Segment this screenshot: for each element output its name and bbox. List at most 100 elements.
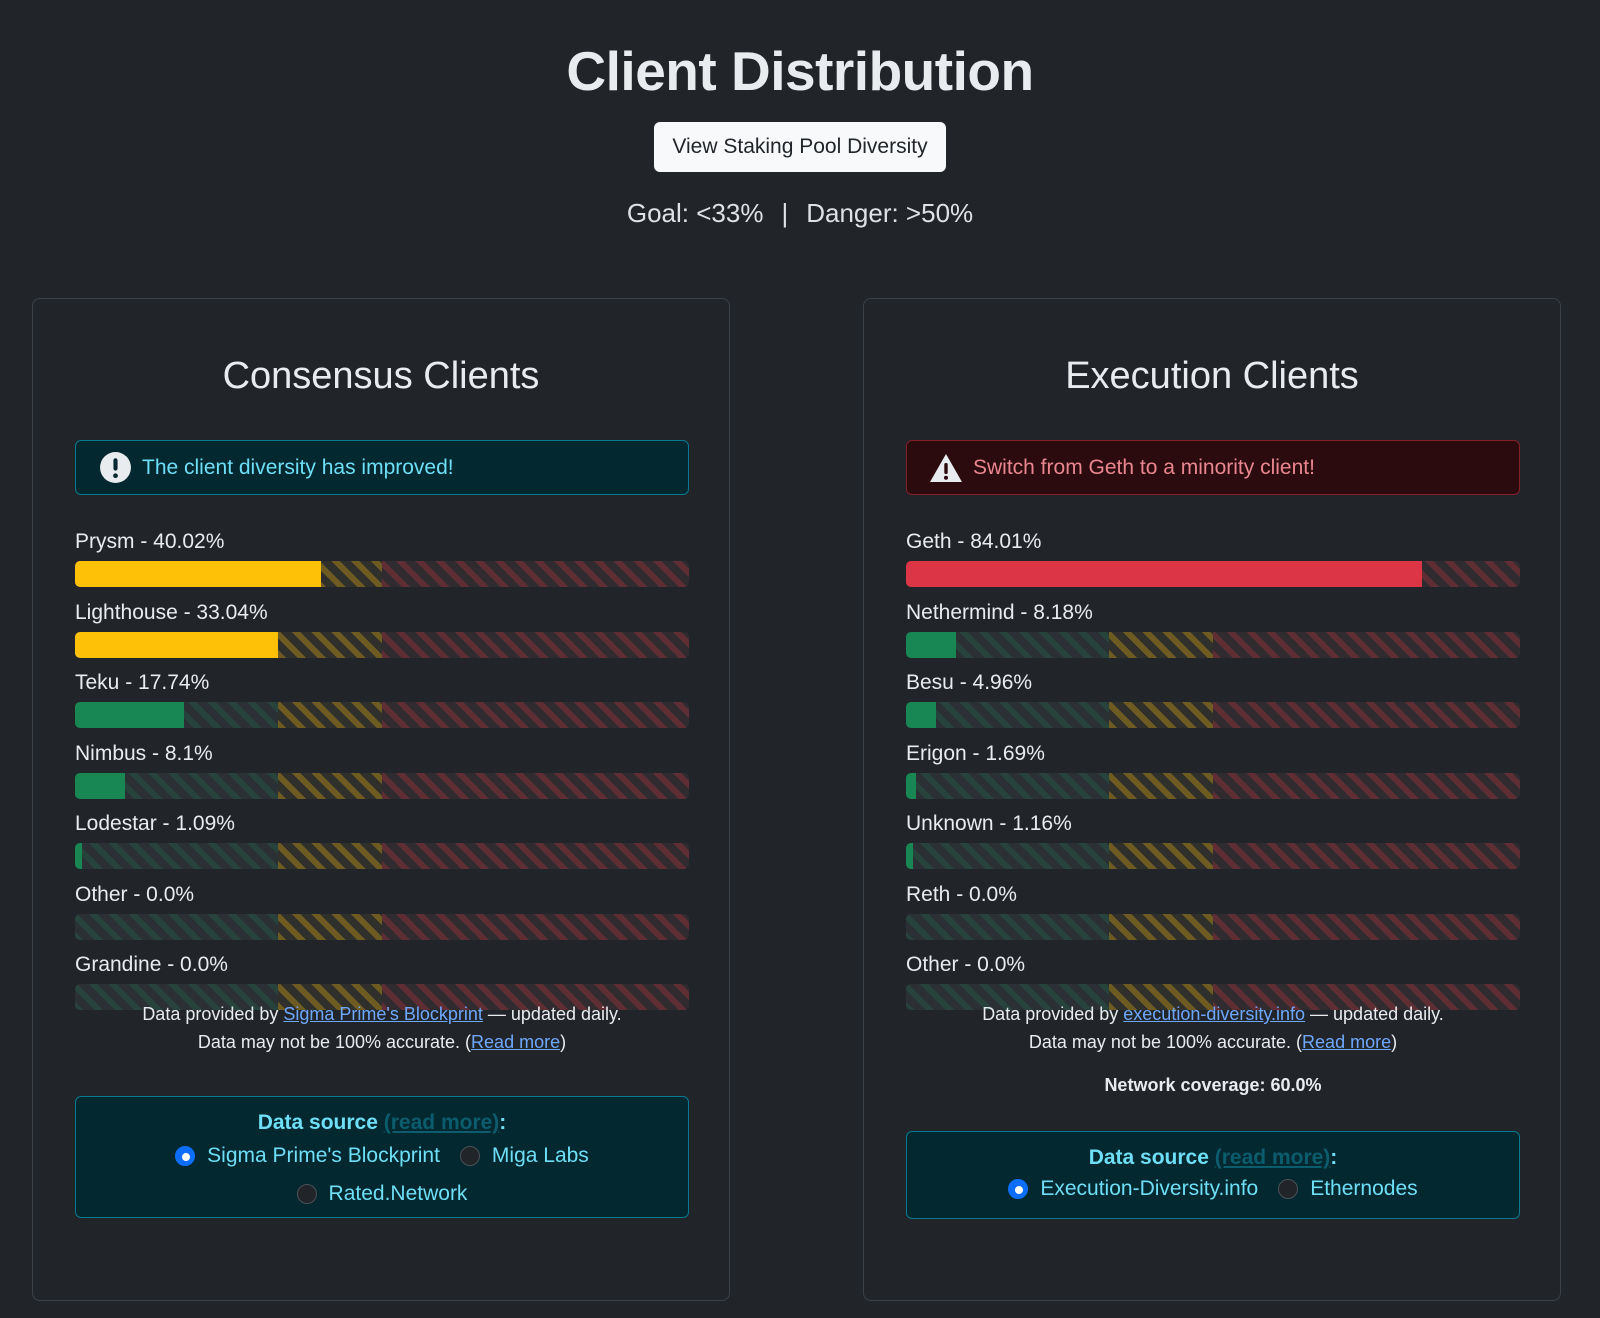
execution-bar-list: Geth - 84.01% Nethermind - 8.18% Besu - 4.… xyxy=(906,529,1520,1023)
threshold-zone xyxy=(382,772,689,799)
threshold-zone xyxy=(382,913,689,940)
threshold-zone xyxy=(1108,913,1213,940)
client-share-bar xyxy=(906,843,1520,869)
consensus-bar-list: Prysm - 40.02% Lighthouse - 33.04% Teku - … xyxy=(75,529,689,1023)
client-share-fill xyxy=(75,561,321,587)
client-label: Other - 0.0% xyxy=(906,953,1026,976)
data-source-option-ethernodes[interactable]: Ethernodes xyxy=(1278,1172,1418,1206)
threshold-zone xyxy=(277,631,382,658)
client-row: Other - 0.0% xyxy=(75,882,689,953)
client-share-bar xyxy=(75,631,689,658)
client-row: Teku - 17.74% xyxy=(75,670,689,741)
client-share-bar xyxy=(75,561,689,587)
threshold-zone xyxy=(1213,843,1520,869)
client-share-bar xyxy=(906,561,1520,587)
execution-diversity-link[interactable]: execution-diversity.info xyxy=(1123,1004,1306,1024)
client-share-bar xyxy=(75,772,689,799)
radio-button[interactable] xyxy=(175,1146,196,1166)
client-label: Geth - 84.01% xyxy=(906,530,1042,553)
threshold-zone xyxy=(906,843,1109,869)
client-share-bar xyxy=(906,702,1520,728)
threshold-zone xyxy=(906,702,1109,728)
radio-button[interactable] xyxy=(459,1146,480,1166)
client-share-bar xyxy=(75,702,689,728)
client-share-bar xyxy=(906,913,1520,940)
data-source-option-execution-diversity-info[interactable]: Execution-Diversity.info xyxy=(1008,1172,1258,1206)
threshold-zone xyxy=(906,913,1109,940)
separator: | xyxy=(781,198,789,228)
radio-button[interactable] xyxy=(1008,1179,1029,1199)
client-share-fill xyxy=(906,843,914,869)
sigma-prime-blockprint-link[interactable]: Sigma Prime's Blockprint xyxy=(283,1004,483,1024)
data-source-option-sigma-prime-s-blockprint[interactable]: Sigma Prime's Blockprint xyxy=(175,1139,440,1173)
client-share-bar xyxy=(75,843,689,869)
client-row: Lighthouse - 33.04% xyxy=(75,600,689,671)
client-row: Besu - 4.96% xyxy=(906,670,1520,741)
data-source-option-label: Rated.Network xyxy=(328,1182,468,1205)
client-share-bar xyxy=(906,772,1520,799)
threshold-zone xyxy=(382,702,689,728)
client-share-fill xyxy=(906,702,937,728)
threshold-legend: Goal: <33% | Danger: >50% xyxy=(0,198,1600,229)
data-source-title: Data source (read more): xyxy=(907,1144,1519,1172)
data-source-title: Data source (read more): xyxy=(76,1109,688,1137)
data-source-read-more-link[interactable]: (read more) xyxy=(383,1111,500,1134)
threshold-zone xyxy=(1213,702,1520,728)
radio-button[interactable] xyxy=(296,1184,317,1204)
danger-text: Danger: >50% xyxy=(806,198,974,228)
client-label: Prysm - 40.02% xyxy=(75,530,225,553)
client-share-fill xyxy=(75,631,278,658)
threshold-zone xyxy=(1213,984,1520,1010)
client-row: Other - 0.0% xyxy=(906,952,1520,1023)
note-prefix: Data provided by xyxy=(982,1004,1124,1024)
goal-text: Goal: <33% xyxy=(626,198,764,228)
data-source-option-rated-network[interactable]: Rated.Network xyxy=(296,1177,468,1211)
view-staking-pool-diversity-button[interactable]: View Staking Pool Diversity xyxy=(654,122,946,172)
consensus-card-title: Consensus Clients xyxy=(222,355,540,397)
accuracy-close: ) xyxy=(1391,1032,1398,1052)
accuracy-note: Data may not be 100% accurate. ( xyxy=(197,1032,472,1052)
client-row: Geth - 84.01% xyxy=(906,529,1520,600)
client-row: Erigon - 1.69% xyxy=(906,741,1520,812)
client-row: Unknown - 1.16% xyxy=(906,811,1520,882)
data-source-read-more-link[interactable]: (read more) xyxy=(1214,1146,1331,1169)
consensus-data-note: Data provided by Sigma Prime's Blockprin… xyxy=(75,1000,689,1056)
threshold-zone xyxy=(382,631,689,658)
data-source-label: Data source xyxy=(1088,1146,1209,1169)
client-label: Nimbus - 8.1% xyxy=(75,741,213,765)
client-share-fill xyxy=(906,772,917,799)
client-share-bar xyxy=(906,631,1520,658)
consensus-alert: The client diversity has improved! xyxy=(75,440,689,495)
accuracy-close: ) xyxy=(560,1032,567,1052)
data-source-options: Sigma Prime's Blockprint Miga Labs Rated.N… xyxy=(76,1139,688,1215)
data-source-option-label: Execution-Diversity.info xyxy=(1040,1177,1259,1200)
data-source-option-miga-labs[interactable]: Miga Labs xyxy=(459,1139,589,1173)
execution-read-more-link[interactable]: Read more xyxy=(1302,1032,1392,1052)
data-source-label: Data source xyxy=(257,1111,378,1134)
execution-alert-text: Switch from Geth to a minority client! xyxy=(973,455,1315,479)
threshold-zone xyxy=(1108,631,1213,658)
threshold-zone xyxy=(277,843,382,869)
warning-triangle-icon xyxy=(929,451,963,485)
data-source-option-label: Ethernodes xyxy=(1310,1177,1418,1200)
threshold-zone xyxy=(1108,984,1213,1010)
execution-alert: Switch from Geth to a minority client! xyxy=(906,440,1520,495)
network-coverage: Network coverage: 60.0% xyxy=(1104,1075,1322,1095)
note-suffix: — updated daily. xyxy=(482,1004,622,1024)
radio-button[interactable] xyxy=(1278,1179,1299,1199)
client-row: Lodestar - 1.09% xyxy=(75,811,689,882)
execution-card-title: Execution Clients xyxy=(1065,355,1359,397)
consensus-read-more-link[interactable]: Read more xyxy=(471,1032,561,1052)
threshold-zone xyxy=(906,772,1109,799)
client-share-fill xyxy=(75,772,125,799)
threshold-zone xyxy=(1213,913,1520,940)
client-share-fill xyxy=(75,702,184,728)
threshold-zone xyxy=(906,984,1109,1010)
threshold-zone xyxy=(382,561,689,587)
client-row: Grandine - 0.0% xyxy=(75,952,689,1023)
data-source-options: Execution-Diversity.info Ethernodes xyxy=(907,1172,1519,1210)
client-label: Nethermind - 8.18% xyxy=(906,600,1093,624)
page-header: Client Distribution View Staking Pool Di… xyxy=(0,0,1600,229)
consensus-data-source-panel: Data source (read more): Sigma Prime's B… xyxy=(75,1096,689,1218)
threshold-zone xyxy=(1108,843,1213,869)
